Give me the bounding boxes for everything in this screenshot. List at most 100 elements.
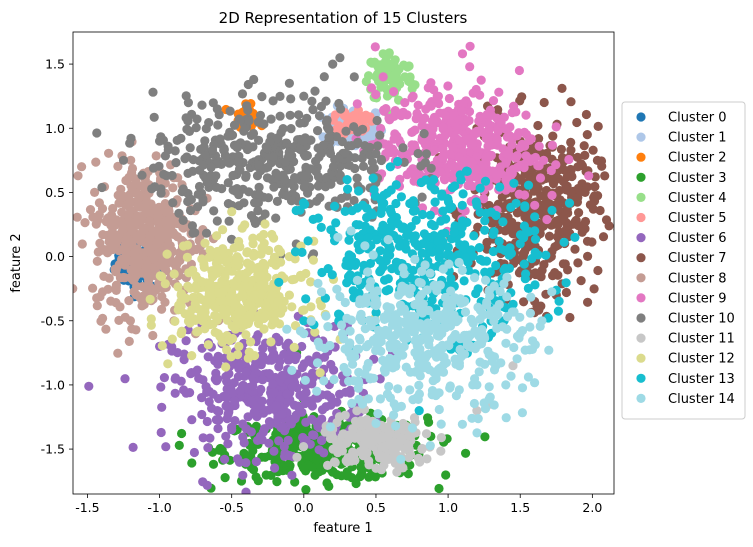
data-point xyxy=(401,326,412,336)
data-point xyxy=(521,269,531,279)
data-point xyxy=(351,478,361,489)
data-point xyxy=(277,370,287,380)
data-point xyxy=(294,423,304,433)
data-point xyxy=(287,470,297,480)
data-point xyxy=(266,337,276,347)
data-point xyxy=(391,339,401,349)
data-point xyxy=(80,218,90,228)
data-point xyxy=(355,313,365,323)
data-point xyxy=(335,291,345,302)
data-point xyxy=(501,156,512,166)
data-point xyxy=(197,393,207,403)
data-point xyxy=(336,193,346,203)
data-point xyxy=(297,341,307,352)
data-point xyxy=(118,155,129,165)
data-point xyxy=(370,315,380,326)
data-point xyxy=(556,144,567,154)
data-point xyxy=(299,182,309,192)
data-point xyxy=(485,291,495,301)
data-point xyxy=(475,183,485,193)
data-point xyxy=(273,297,283,307)
data-point xyxy=(355,472,365,482)
data-point xyxy=(342,457,352,467)
data-point xyxy=(248,465,259,475)
data-point xyxy=(481,275,491,285)
data-point xyxy=(303,236,313,246)
data-point xyxy=(399,304,409,314)
data-point xyxy=(161,442,171,452)
data-point xyxy=(264,438,274,448)
data-point xyxy=(342,367,352,377)
x-tick-label: 0.5 xyxy=(366,500,386,515)
y-tick-label: 1.5 xyxy=(45,57,65,72)
data-point xyxy=(312,455,322,465)
data-point xyxy=(438,144,448,154)
data-point xyxy=(350,163,360,174)
data-point xyxy=(111,283,121,293)
x-axis: -1.5 -1.0 -0.5 0.0 0.5 1.0 1.5 2.0 xyxy=(75,494,602,515)
data-point xyxy=(379,365,389,375)
data-point xyxy=(233,454,243,464)
data-point xyxy=(434,404,444,415)
data-point xyxy=(464,107,475,117)
data-point xyxy=(493,105,503,115)
data-point xyxy=(566,97,576,107)
data-point xyxy=(473,302,483,312)
data-point xyxy=(495,286,505,297)
data-point xyxy=(253,198,263,208)
data-point xyxy=(530,212,540,222)
data-point xyxy=(436,216,446,226)
data-point xyxy=(215,134,225,144)
data-point xyxy=(226,131,236,141)
data-point xyxy=(469,231,479,241)
data-point xyxy=(212,315,222,325)
data-point xyxy=(204,397,214,407)
data-point xyxy=(469,398,479,409)
series-cluster-12 xyxy=(145,207,380,378)
data-point xyxy=(340,297,350,308)
data-point xyxy=(140,202,151,212)
data-point xyxy=(227,234,237,244)
data-point xyxy=(212,406,222,416)
data-point xyxy=(381,104,391,114)
data-point xyxy=(517,383,528,393)
data-point xyxy=(124,172,134,182)
data-point xyxy=(221,257,231,267)
data-point xyxy=(278,304,288,314)
data-point xyxy=(548,131,558,141)
data-point xyxy=(443,197,454,207)
data-point xyxy=(234,236,244,247)
data-point xyxy=(396,192,406,202)
data-point xyxy=(213,255,223,265)
data-point xyxy=(177,428,187,439)
data-point xyxy=(389,111,399,121)
data-point xyxy=(329,365,339,375)
data-point xyxy=(463,116,473,126)
data-point xyxy=(113,348,123,358)
data-point xyxy=(275,91,285,101)
data-point xyxy=(378,72,388,82)
data-point xyxy=(420,330,431,340)
data-point xyxy=(541,199,551,209)
data-point xyxy=(480,176,491,186)
data-point xyxy=(271,401,281,411)
data-point xyxy=(213,329,223,339)
data-point xyxy=(324,132,334,142)
data-point xyxy=(186,194,196,205)
data-point xyxy=(366,165,376,175)
data-point xyxy=(241,487,251,494)
data-point xyxy=(415,319,425,329)
data-point xyxy=(426,219,437,229)
data-point xyxy=(194,181,205,192)
data-point xyxy=(241,450,251,461)
data-point xyxy=(474,243,484,253)
data-point xyxy=(593,121,603,131)
data-point xyxy=(219,145,229,155)
data-point xyxy=(348,359,358,369)
data-point xyxy=(434,483,444,494)
data-point xyxy=(300,375,310,385)
data-point xyxy=(137,170,147,180)
data-point xyxy=(360,324,370,334)
data-point xyxy=(268,96,278,106)
data-point xyxy=(554,296,564,306)
